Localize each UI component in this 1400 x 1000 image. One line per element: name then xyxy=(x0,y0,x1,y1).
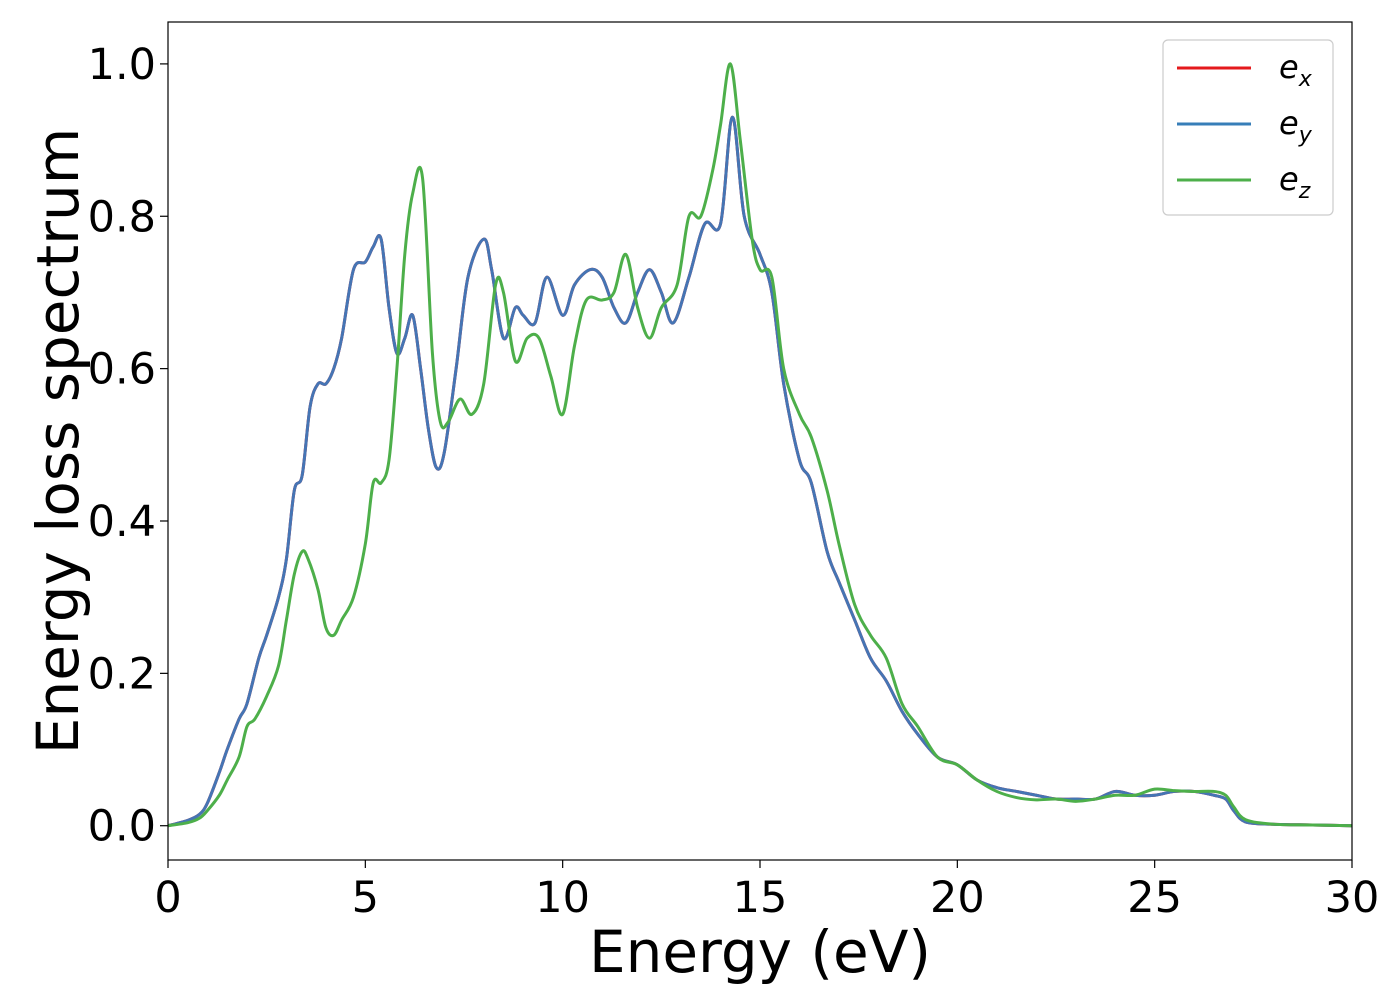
legend-label-base: e xyxy=(1279,104,1299,142)
y-tick-label: 0.8 xyxy=(88,192,156,242)
y-tick-label: 0.4 xyxy=(88,497,156,547)
y-tick-label: 0.0 xyxy=(88,802,156,852)
x-tick-label: 0 xyxy=(154,873,181,923)
legend-label-subscript: y xyxy=(1298,123,1313,148)
x-tick-label: 5 xyxy=(352,873,379,923)
x-tick-label: 20 xyxy=(930,873,985,923)
x-axis-ticks: 0 5 10 15 20 25 30 xyxy=(154,860,1379,923)
legend-label-subscript: z xyxy=(1298,179,1311,204)
x-tick-label: 10 xyxy=(535,873,590,923)
y-tick-label: 1.0 xyxy=(88,40,156,90)
series-line-e-z xyxy=(168,62,1352,828)
legend-label-subscript: x xyxy=(1298,67,1313,92)
series-layer xyxy=(168,62,1352,828)
legend-label: ex xyxy=(1279,48,1313,92)
legend-label-base: e xyxy=(1279,160,1299,198)
legend-label-base: e xyxy=(1279,48,1299,86)
x-tick-label: 30 xyxy=(1325,873,1380,923)
x-axis-label: Energy (eV) xyxy=(589,918,931,986)
legend-label: ez xyxy=(1279,160,1311,204)
series-line-e-y xyxy=(168,115,1352,828)
x-tick-label: 25 xyxy=(1127,873,1182,923)
y-axis-label: Energy loss spectrum xyxy=(24,128,92,754)
legend-frame xyxy=(1162,39,1334,216)
legend-label: ey xyxy=(1279,104,1313,148)
y-tick-label: 0.6 xyxy=(88,345,156,395)
series-line-e-x xyxy=(168,115,1352,828)
y-axis-ticks: 0.0 0.2 0.4 0.6 0.8 1.0 xyxy=(88,40,168,852)
x-tick-label: 15 xyxy=(733,873,788,923)
y-tick-label: 0.2 xyxy=(88,649,156,699)
